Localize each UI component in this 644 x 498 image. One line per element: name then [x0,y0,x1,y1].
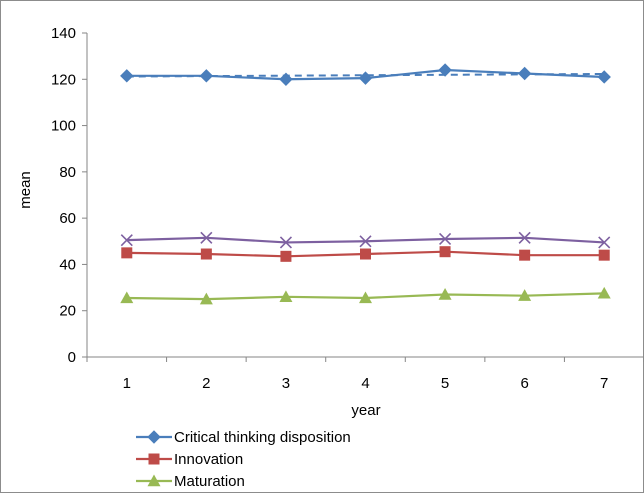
data-point [279,236,292,249]
y-tick-label: 80 [59,164,76,181]
series-2 [120,286,611,305]
x-marker-stroke [598,236,611,249]
x-tick-label: 2 [202,375,210,392]
data-point [517,66,532,81]
data-point [597,286,611,299]
legend: Critical thinking disposition Innovation M… [136,429,351,490]
x-tick-labels: 1 2 3 4 5 6 7 [123,375,609,392]
legend-item: Innovation [136,451,243,468]
x-marker-stroke [518,231,531,244]
data-point [200,248,212,260]
data-point [438,63,452,77]
legend-label: Maturation [174,473,245,490]
y-tick-label: 140 [51,25,76,42]
y-tick-label: 120 [51,71,76,88]
y-axis-label: mean [17,171,34,209]
x-marker-stroke [200,231,213,244]
y-tick-label: 100 [51,118,76,135]
x-tick-label: 4 [361,375,369,392]
data-point [121,247,133,259]
y-tick-labels: 0 20 40 60 80 100 120 140 [51,25,76,366]
data-point [598,236,611,249]
series-3 [120,231,611,249]
data-point [199,292,213,305]
data-point [359,235,372,248]
series-0 [120,63,611,86]
data-point [200,231,213,244]
series-1 [121,246,610,262]
axes [82,32,644,362]
data-point [439,246,451,258]
x-marker-stroke [279,236,292,249]
legend-label: Critical thinking disposition [174,429,351,446]
data-point [199,69,214,83]
data-point [279,72,293,86]
data-point [518,231,531,244]
data-point [280,250,292,262]
x-marker-stroke [120,234,133,247]
data-point [597,70,611,84]
legend-marker [147,474,161,487]
legend-item: Maturation [136,473,245,490]
x-axis-label: year [351,402,380,419]
legend-marker [147,430,161,444]
x-tick-label: 1 [123,375,131,392]
y-tick-label: 0 [68,349,76,366]
y-tick-label: 20 [59,303,76,320]
legend-label: Innovation [174,451,243,468]
data-point [518,289,532,301]
data-point [360,248,371,260]
x-marker-stroke [439,232,452,246]
x-tick-label: 7 [600,375,608,392]
y-tick-label: 60 [59,210,76,227]
y-tick-label: 40 [59,256,76,273]
data-point [598,249,610,261]
x-tick-label: 5 [441,375,449,392]
series-group [120,63,611,305]
x-tick-label: 6 [520,375,528,392]
data-point [279,290,293,303]
x-tick-label: 3 [282,375,290,392]
data-point [358,71,373,85]
legend-marker [148,453,160,465]
data-point [120,234,133,247]
data-point [439,232,452,246]
data-point [359,291,372,304]
legend-item: Critical thinking disposition [136,429,351,446]
x-marker-stroke [359,235,372,248]
data-point [438,288,452,300]
data-point [120,69,134,83]
data-point [519,249,531,261]
data-point [120,291,134,304]
